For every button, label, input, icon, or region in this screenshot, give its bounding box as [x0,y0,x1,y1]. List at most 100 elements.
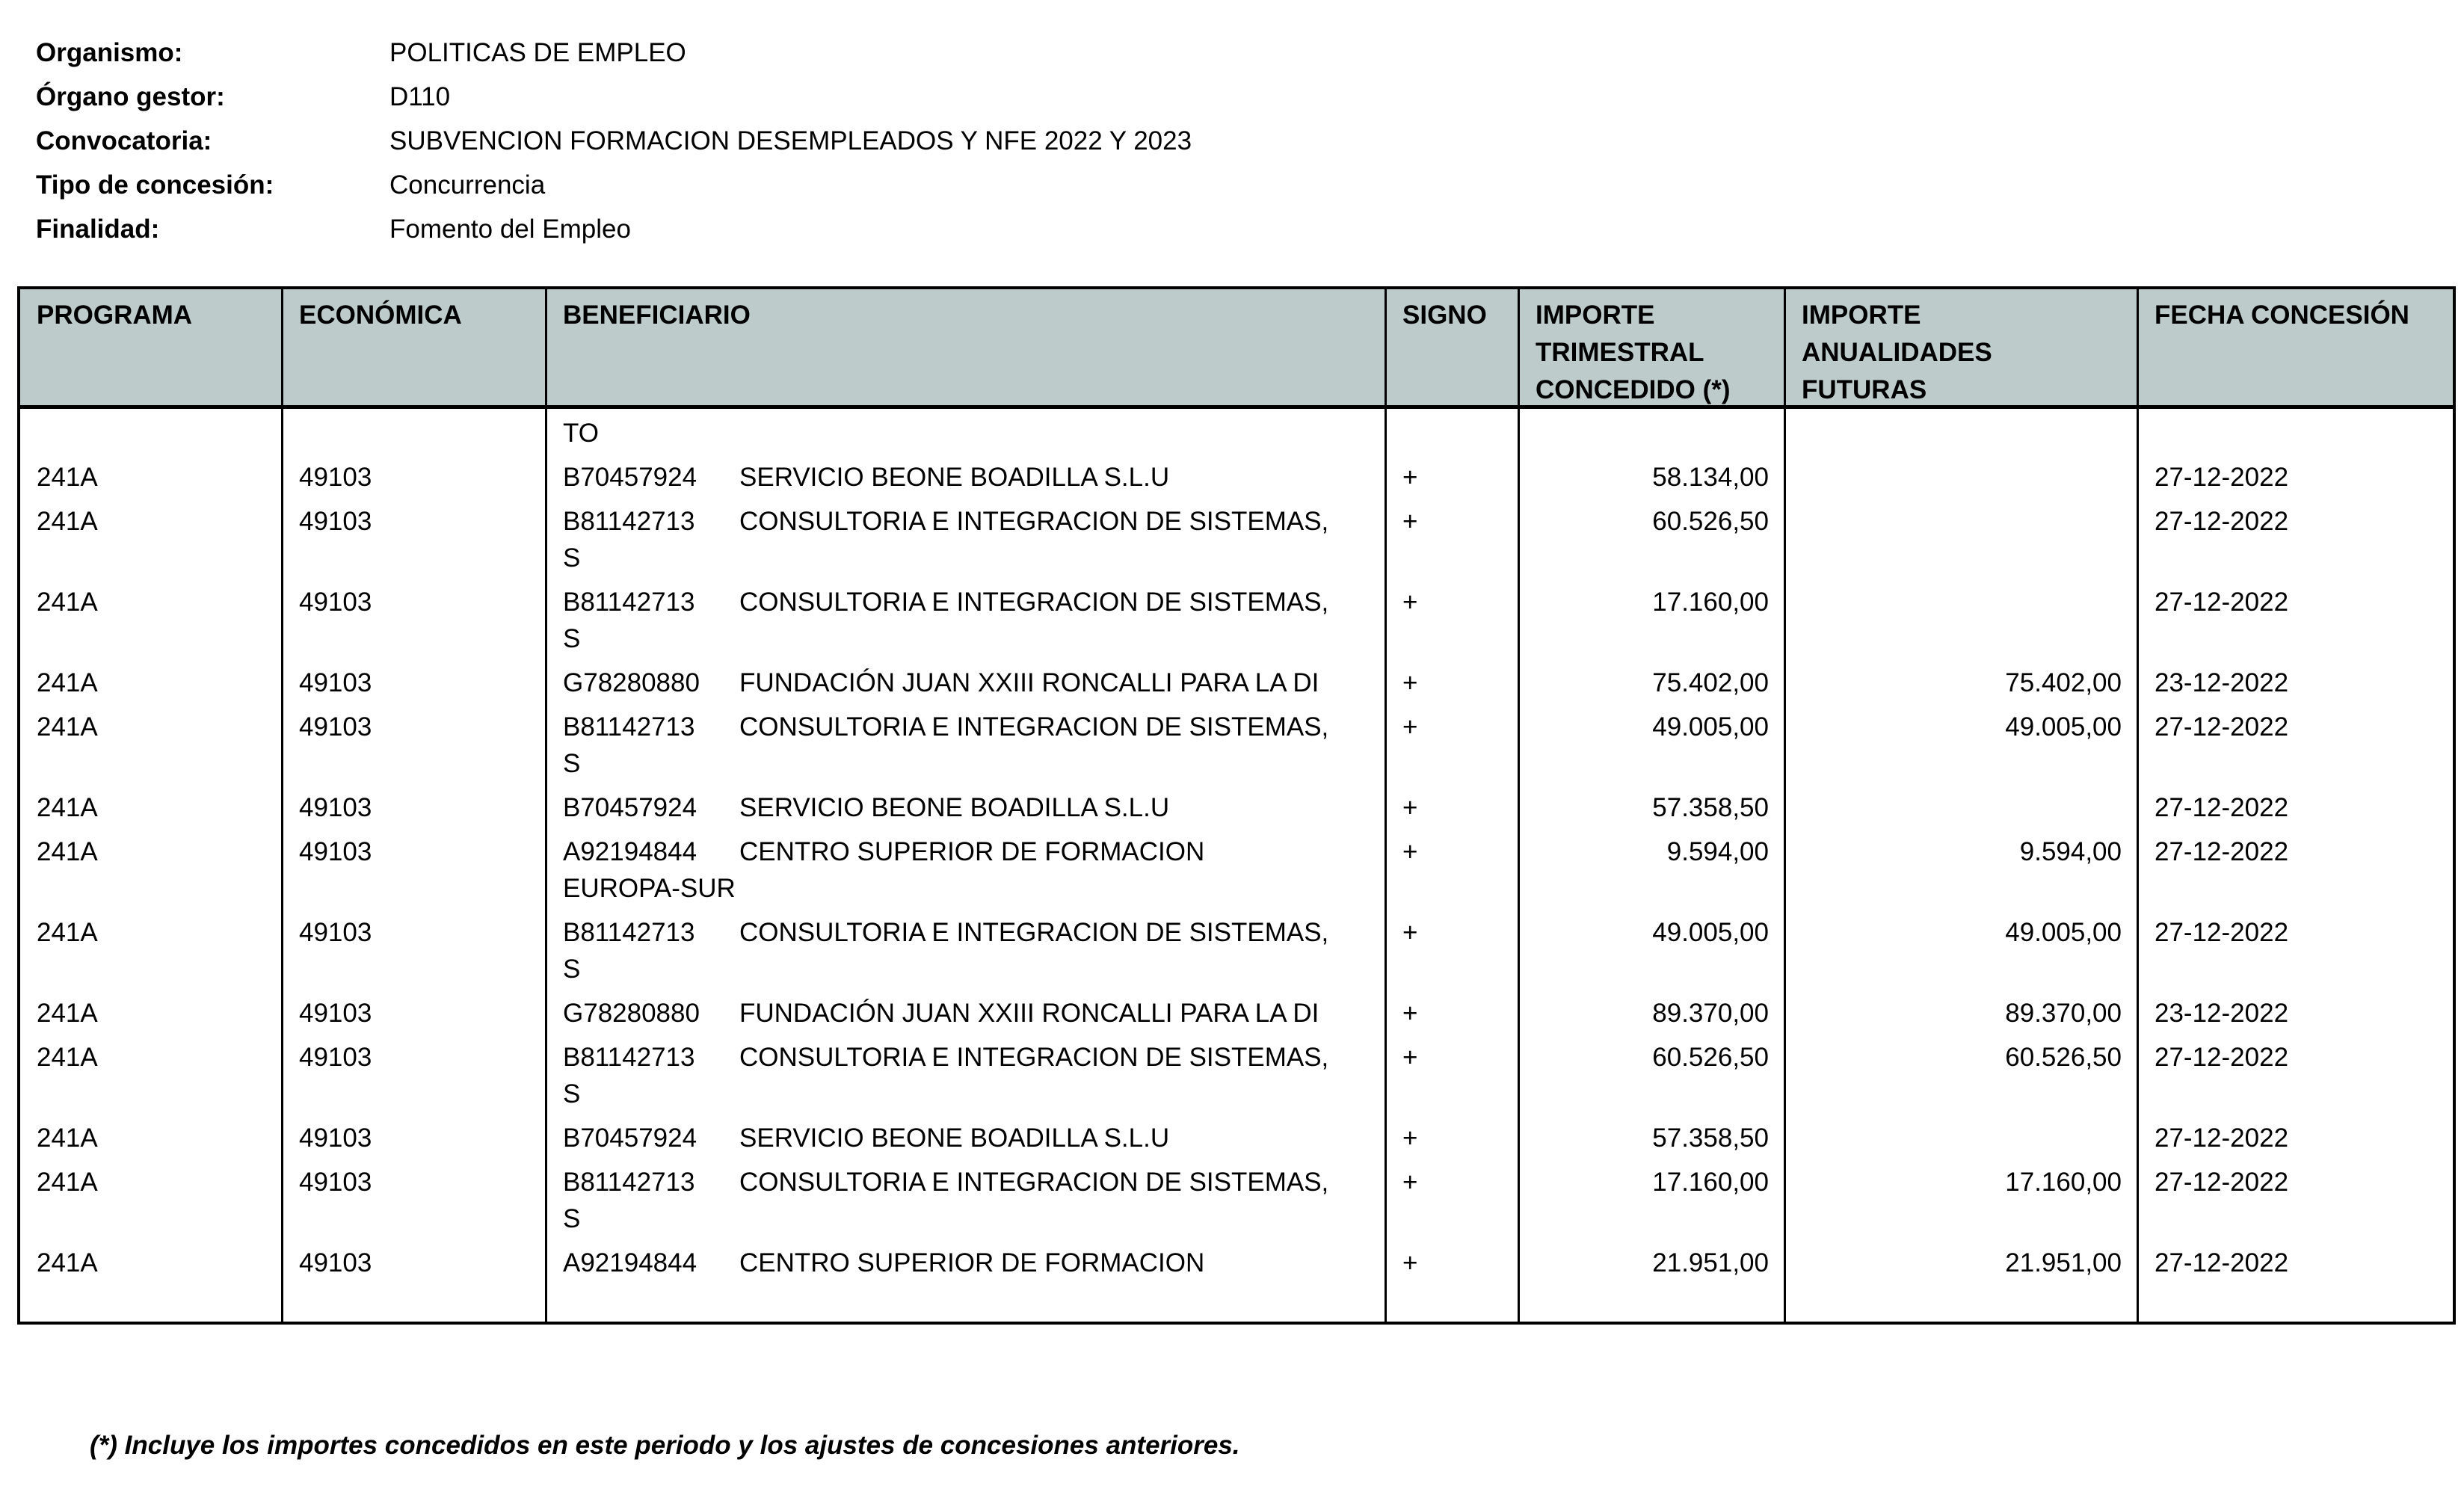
beneficiary-name: FUNDACIÓN JUAN XXIII RONCALLI PARA LA DI [739,668,1319,697]
signo-cell: + [1402,837,1418,866]
futuras-cell: 17.160,00 [2005,1168,2122,1197]
fecha-cell: 27-12-2022 [2155,588,2289,617]
fecha-cell: 27-12-2022 [2155,1123,2289,1153]
fecha-cell: 27-12-2022 [2155,918,2289,947]
economica-cell: 49103 [299,1248,372,1277]
table-row: 241A 49103 B70457924 SERVICIO BEONE BOADILL… [20,782,2453,826]
column-divider [1385,289,1387,1322]
table-row: 241A 49103 A92194844 CENTRO SUPERIOR DE FOR… [20,1237,2453,1281]
importe-cell: 57.358,50 [1652,1123,1769,1153]
fecha-cell: 27-12-2022 [2155,1043,2289,1072]
signo-cell: + [1402,918,1418,947]
table-row: 241A 49103 B70457924 SERVICIO BEONE BOADILL… [20,451,2453,496]
column-header: IMPORTE TRIMESTRAL CONCEDIDO (*) [1536,300,1731,404]
meta-label: Organismo: [36,38,183,67]
economica-cell: 49103 [299,918,372,947]
programa-cell: 241A [37,918,98,947]
table-row: 241A 49103 B81142713 CONSULTORIA E INTEGRAC… [20,907,2453,987]
importe-cell: 49.005,00 [1652,918,1769,947]
programa-cell: 241A [37,837,98,866]
fecha-cell: 27-12-2022 [2155,1168,2289,1197]
importe-cell: 57.358,50 [1652,793,1769,822]
beneficiary-name: CENTRO SUPERIOR DE FORMACION [739,1248,1205,1277]
fecha-cell: 27-12-2022 [2155,1248,2289,1277]
programa-cell: 241A [37,1043,98,1072]
beneficiary-continuation: TO [563,419,599,448]
signo-cell: + [1402,712,1418,742]
fecha-cell: 23-12-2022 [2155,999,2289,1028]
beneficiario-cell: B81142713 CONSULTORIA E INTEGRACION DE SI… [563,1039,1385,1112]
fecha-cell: 27-12-2022 [2155,463,2289,492]
programa-cell: 241A [37,793,98,822]
signo-cell: + [1402,507,1418,536]
programa-cell: 241A [37,712,98,742]
table-row: 241A 49103 B70457924 SERVICIO BEONE BOADILL… [20,1112,2453,1156]
concessions-table: PROGRAMA ECONÓMICA BENEFICIARIO SIGNO IMPORT… [17,286,2456,1325]
importe-cell: 49.005,00 [1652,712,1769,742]
importe-cell: 17.160,00 [1652,588,1769,617]
programa-cell: 241A [37,1123,98,1153]
economica-cell: 49103 [299,712,372,742]
cif: G78280880 [563,999,700,1028]
beneficiary-name: CONSULTORIA E INTEGRACION DE SISTEMAS, S [563,1043,1329,1109]
column-divider [1784,289,1786,1322]
importe-cell: 60.526,50 [1652,507,1769,536]
beneficiario-cell: B70457924 SERVICIO BEONE BOADILLA S.L.U [563,1120,1385,1156]
table-row-continuation: TO [20,407,2453,451]
beneficiary-name: FUNDACIÓN JUAN XXIII RONCALLI PARA LA DI [739,999,1319,1028]
signo-cell: + [1402,668,1418,697]
cif: B81142713 [563,1168,695,1197]
beneficiario-cell: B70457924 SERVICIO BEONE BOADILLA S.L.U [563,459,1385,496]
signo-cell: + [1402,793,1418,822]
programa-cell: 241A [37,1168,98,1197]
table-row: 241A 49103 B81142713 CONSULTORIA E INTEGRAC… [20,576,2453,657]
beneficiario-cell: B81142713 CONSULTORIA E INTEGRACION DE SI… [563,503,1385,576]
column-divider [2137,289,2139,1322]
table-row: 241A 49103 G78280880 FUNDACIÓN JUAN XXIII R… [20,657,2453,701]
fecha-cell: 23-12-2022 [2155,668,2289,697]
meta-label: Convocatoria: [36,126,212,155]
column-divider [1518,289,1520,1322]
beneficiary-name: CONSULTORIA E INTEGRACION DE SISTEMAS, S [563,588,1329,653]
importe-cell: 58.134,00 [1652,463,1769,492]
programa-cell: 241A [37,999,98,1028]
column-header: PROGRAMA [37,300,193,330]
cif: B81142713 [563,918,695,947]
futuras-cell: 75.402,00 [2005,668,2122,697]
column-header: BENEFICIARIO [563,300,751,330]
economica-cell: 49103 [299,1168,372,1197]
signo-cell: + [1402,1123,1418,1153]
fecha-cell: 27-12-2022 [2155,712,2289,742]
programa-cell: 241A [37,507,98,536]
economica-cell: 49103 [299,507,372,536]
signo-cell: + [1402,1043,1418,1072]
cif: B81142713 [563,588,695,617]
cif: A92194844 [563,1248,697,1277]
economica-cell: 49103 [299,463,372,492]
programa-cell: 241A [37,1248,98,1277]
importe-cell: 21.951,00 [1652,1248,1769,1277]
table-row: 241A 49103 B81142713 CONSULTORIA E INTEGRAC… [20,701,2453,782]
beneficiary-name: CONSULTORIA E INTEGRACION DE SISTEMAS, S [563,918,1329,984]
beneficiary-name: CONSULTORIA E INTEGRACION DE SISTEMAS, S [563,507,1329,573]
importe-cell: 75.402,00 [1652,668,1769,697]
meta-value: SUBVENCION FORMACION DESEMPLEADOS Y NFE … [389,126,1192,155]
table-body: TO 241A 49103 B70457924 SERVICIO BEONE BOADI… [20,407,2453,1281]
beneficiario-cell: A92194844 CENTRO SUPERIOR DE FORMACION EU… [563,833,1385,907]
cif: A92194844 [563,837,697,866]
programa-cell: 241A [37,668,98,697]
meta-value: Concurrencia [389,170,546,200]
fecha-cell: 27-12-2022 [2155,507,2289,536]
futuras-cell: 21.951,00 [2005,1248,2122,1277]
column-header: SIGNO [1402,300,1487,330]
beneficiary-name: CONSULTORIA E INTEGRACION DE SISTEMAS, S [563,1168,1329,1233]
column-header: FECHA CONCESIÓN [2155,300,2409,330]
economica-cell: 49103 [299,837,372,866]
fecha-cell: 27-12-2022 [2155,837,2289,866]
column-divider [281,289,283,1322]
beneficiario-cell: A92194844 CENTRO SUPERIOR DE FORMACION [563,1245,1385,1281]
cif: B70457924 [563,463,697,492]
meta-value: POLITICAS DE EMPLEO [389,38,686,67]
importe-cell: 89.370,00 [1652,999,1769,1028]
fecha-cell: 27-12-2022 [2155,793,2289,822]
